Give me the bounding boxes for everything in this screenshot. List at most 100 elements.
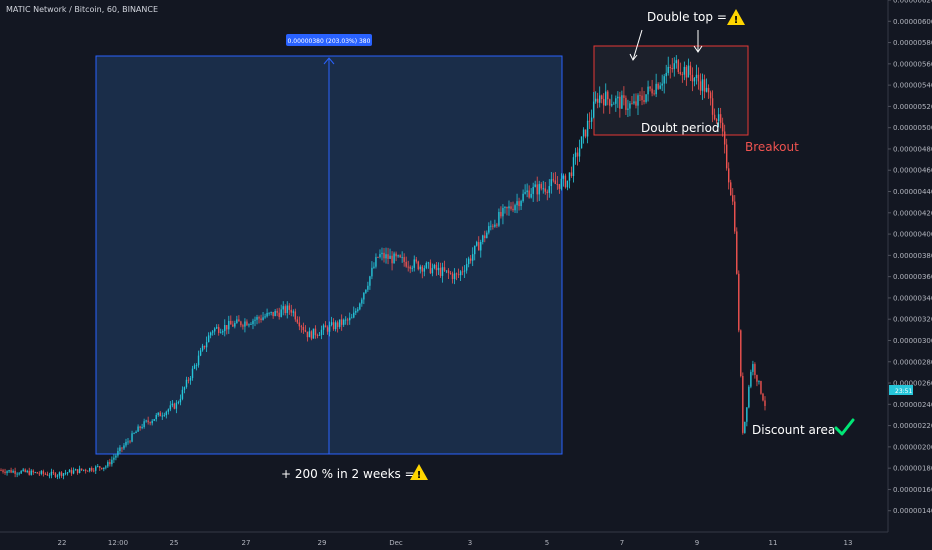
price-tick-label: 0.00000220 xyxy=(893,422,932,430)
candle-body xyxy=(240,321,242,326)
candle-body xyxy=(693,78,696,82)
candle-body xyxy=(405,261,407,267)
candle-body xyxy=(742,375,744,433)
candle-body xyxy=(671,68,673,70)
candle-body xyxy=(68,469,71,473)
candle-body xyxy=(6,471,8,473)
candle-body xyxy=(359,303,361,310)
candle-body xyxy=(699,81,702,91)
candle-body xyxy=(80,468,83,471)
time-tick-label: 7 xyxy=(620,539,624,547)
candle-body xyxy=(453,273,456,280)
candle-body xyxy=(361,299,363,304)
candle-body xyxy=(461,271,464,273)
candle-body xyxy=(363,292,365,300)
candle-body xyxy=(621,95,623,109)
candle-body xyxy=(756,374,758,382)
candle-body xyxy=(425,262,428,269)
candle-body xyxy=(127,441,129,443)
candle-body xyxy=(514,205,516,211)
candle-body xyxy=(10,470,12,473)
candle-body xyxy=(20,470,22,474)
candle-body xyxy=(280,309,282,317)
candle-body xyxy=(476,242,478,246)
candle-body xyxy=(123,445,125,449)
candle-body xyxy=(82,469,85,471)
candle-body xyxy=(268,312,270,314)
candle-body xyxy=(234,322,236,327)
candle-body xyxy=(316,335,319,336)
candle-body xyxy=(486,232,488,239)
candle-body xyxy=(675,60,678,64)
candle-body xyxy=(266,312,268,317)
candle-body xyxy=(544,188,546,192)
candle-body xyxy=(665,72,667,77)
candle-body xyxy=(417,261,419,270)
candle-body xyxy=(8,470,10,472)
candle-body xyxy=(574,152,577,158)
candle-body xyxy=(218,327,220,333)
candle-body xyxy=(345,319,347,321)
candle-body xyxy=(300,326,303,328)
candle-body xyxy=(639,95,641,97)
candle-body xyxy=(153,419,155,421)
candle-body xyxy=(758,381,760,382)
candle-body xyxy=(191,368,194,379)
candle-body xyxy=(736,231,738,274)
candle-body xyxy=(439,267,442,276)
price-tick-label: 0.00000300 xyxy=(893,337,932,345)
candle-body xyxy=(308,331,311,338)
candle-body xyxy=(637,95,639,106)
price-tick-label: 0.00000560 xyxy=(893,60,932,68)
candle-body xyxy=(709,92,712,99)
candle-body xyxy=(56,475,59,477)
candle-body xyxy=(0,470,2,472)
time-tick-label: 9 xyxy=(695,539,699,547)
candle-body xyxy=(30,470,32,475)
candle-body xyxy=(681,74,684,75)
candle-body xyxy=(641,95,643,101)
time-tick-label: 29 xyxy=(318,539,327,547)
candle-body xyxy=(667,66,669,73)
time-axis[interactable]: 22 12:00 25 27 29 Dec 3 5 7 9 11 13 xyxy=(58,539,853,547)
candle-body xyxy=(590,117,593,122)
candle-body xyxy=(554,180,557,184)
candle-body xyxy=(391,255,393,264)
candle-body xyxy=(322,325,325,330)
candle-body xyxy=(213,328,216,332)
price-tick-label: 0.00000380 xyxy=(893,252,932,260)
candle-body xyxy=(189,378,192,381)
candle-body xyxy=(133,433,135,434)
candle-body xyxy=(222,331,224,333)
candle-body xyxy=(28,470,30,475)
candle-body xyxy=(207,335,210,343)
candle-body xyxy=(332,322,335,330)
price-tick-label: 0.00000280 xyxy=(893,358,932,366)
candle-body xyxy=(105,466,107,468)
candle-body xyxy=(74,469,77,471)
candle-body xyxy=(177,402,180,404)
candle-body xyxy=(619,96,621,109)
candle-body xyxy=(695,74,698,79)
candle-body xyxy=(24,469,26,472)
candle-body xyxy=(427,262,430,264)
svg-text:!: ! xyxy=(417,470,422,481)
candle-body xyxy=(169,405,172,410)
candle-body xyxy=(379,254,381,258)
candle-body xyxy=(381,252,383,255)
candle-body xyxy=(228,320,230,330)
candle-body xyxy=(683,66,686,75)
candle-body xyxy=(744,421,746,433)
candle-body xyxy=(340,319,343,325)
candle-body xyxy=(4,471,6,473)
candle-body xyxy=(582,129,585,137)
price-tick-label: 0.00000200 xyxy=(893,443,932,451)
candle-body xyxy=(143,421,145,428)
candle-body xyxy=(129,441,131,443)
candle-body xyxy=(556,183,559,185)
candle-body xyxy=(576,152,579,157)
price-axis[interactable]: 0.00000140 0.00000160 0.00000180 0.00000200… xyxy=(888,0,932,515)
candle-body xyxy=(653,93,655,95)
candle-body xyxy=(288,305,290,310)
